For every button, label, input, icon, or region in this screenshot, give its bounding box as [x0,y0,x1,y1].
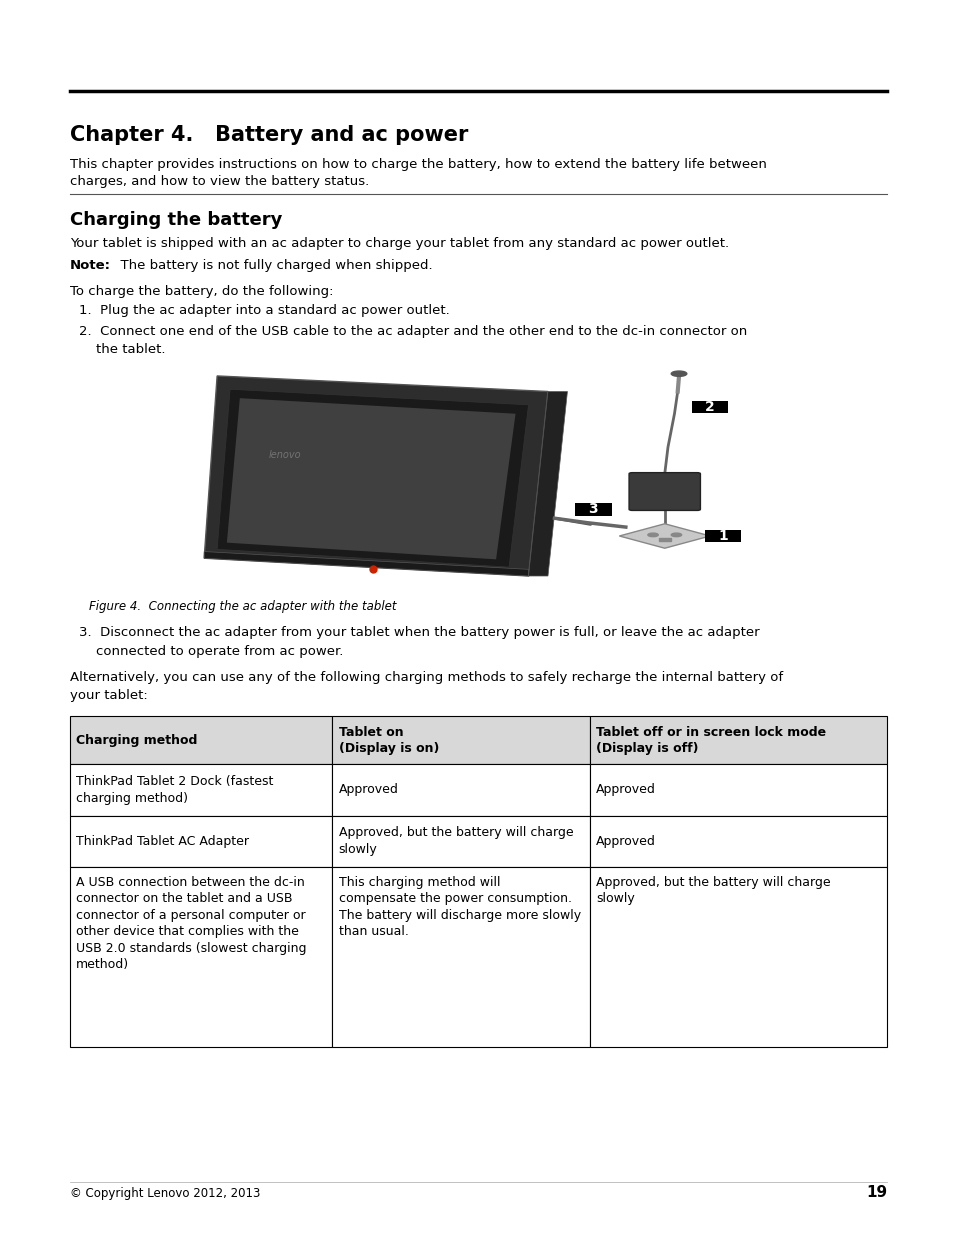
FancyBboxPatch shape [704,530,740,542]
Text: Approved: Approved [338,783,398,797]
Polygon shape [618,524,709,548]
Polygon shape [204,375,547,576]
FancyBboxPatch shape [575,503,611,515]
Text: Tablet off or in screen lock mode
(Display is off): Tablet off or in screen lock mode (Displ… [596,725,825,755]
Text: ThinkPad Tablet AC Adapter: ThinkPad Tablet AC Adapter [76,835,249,847]
FancyBboxPatch shape [332,716,589,764]
FancyBboxPatch shape [332,867,589,1047]
FancyBboxPatch shape [628,473,700,510]
Bar [659,538,670,541]
Text: the tablet.: the tablet. [79,343,166,357]
Circle shape [671,534,680,537]
FancyBboxPatch shape [589,716,886,764]
Text: Note:: Note: [70,259,111,273]
FancyBboxPatch shape [691,401,727,414]
Polygon shape [528,391,567,576]
FancyBboxPatch shape [332,764,589,815]
Text: © Copyright Lenovo 2012, 2013: © Copyright Lenovo 2012, 2013 [70,1187,260,1200]
FancyBboxPatch shape [70,764,332,815]
Text: This chapter provides instructions on how to charge the battery, how to extend t: This chapter provides instructions on ho… [70,158,765,172]
Text: lenovo: lenovo [269,451,301,461]
Text: 2: 2 [704,400,715,414]
Circle shape [647,534,658,537]
FancyBboxPatch shape [332,815,589,867]
Text: The battery is not fully charged when shipped.: The battery is not fully charged when sh… [112,259,432,273]
FancyBboxPatch shape [70,815,332,867]
Text: 3.  Disconnect the ac adapter from your tablet when the battery power is full, o: 3. Disconnect the ac adapter from your t… [79,626,759,640]
FancyBboxPatch shape [589,867,886,1047]
Polygon shape [227,398,515,559]
FancyBboxPatch shape [589,815,886,867]
Text: 2.  Connect one end of the USB cable to the ac adapter and the other end to the : 2. Connect one end of the USB cable to t… [79,325,746,338]
Text: 3: 3 [588,503,598,516]
Text: 19: 19 [865,1186,886,1200]
Text: Approved, but the battery will charge
slowly: Approved, but the battery will charge sl… [596,876,830,905]
Text: 1: 1 [718,529,727,543]
Text: 1.  Plug the ac adapter into a standard ac power outlet.: 1. Plug the ac adapter into a standard a… [79,304,450,317]
Text: your tablet:: your tablet: [70,689,147,703]
Polygon shape [204,552,528,576]
Text: This charging method will
compensate the power consumption.
The battery will dis: This charging method will compensate the… [338,876,580,939]
Text: Approved, but the battery will charge
slowly: Approved, but the battery will charge sl… [338,826,573,856]
Text: Charging method: Charging method [76,734,197,747]
Circle shape [671,370,686,377]
Text: Tablet on
(Display is on): Tablet on (Display is on) [338,725,438,755]
Text: connected to operate from ac power.: connected to operate from ac power. [79,645,343,658]
FancyBboxPatch shape [70,716,332,764]
Text: ThinkPad Tablet 2 Dock (fastest
charging method): ThinkPad Tablet 2 Dock (fastest charging… [76,776,274,805]
Text: Alternatively, you can use any of the following charging methods to safely recha: Alternatively, you can use any of the fo… [70,671,782,684]
Text: Your tablet is shipped with an ac adapter to charge your tablet from any standar: Your tablet is shipped with an ac adapte… [70,237,728,251]
Text: Figure 4.  Connecting the ac adapter with the tablet: Figure 4. Connecting the ac adapter with… [89,600,395,614]
Text: Approved: Approved [596,835,656,847]
Text: Approved: Approved [596,783,656,797]
FancyBboxPatch shape [589,764,886,815]
Text: To charge the battery, do the following:: To charge the battery, do the following: [70,285,333,299]
FancyBboxPatch shape [70,867,332,1047]
Text: Chapter 4.   Battery and ac power: Chapter 4. Battery and ac power [70,125,468,144]
Text: Charging the battery: Charging the battery [70,211,282,230]
Polygon shape [217,389,528,567]
Text: charges, and how to view the battery status.: charges, and how to view the battery sta… [70,175,369,189]
Text: A USB connection between the dc-in
connector on the tablet and a USB
connector o: A USB connection between the dc-in conne… [76,876,307,971]
